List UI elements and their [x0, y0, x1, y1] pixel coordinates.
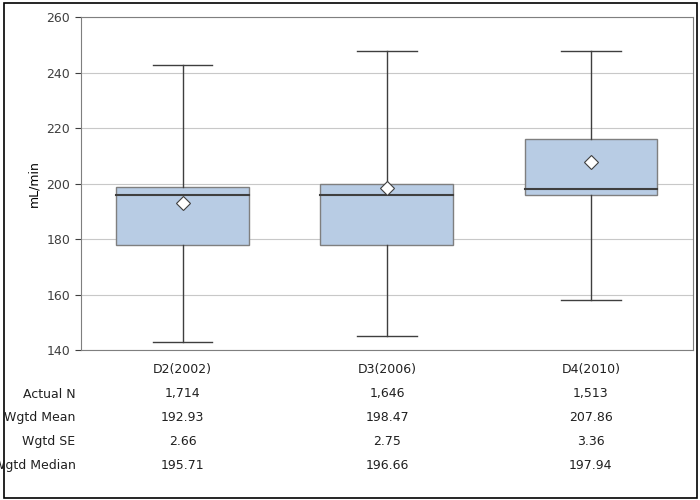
- Bar: [524, 140, 657, 195]
- Text: 3.36: 3.36: [577, 435, 605, 448]
- Text: 195.71: 195.71: [161, 459, 204, 472]
- Text: 207.86: 207.86: [569, 411, 612, 424]
- Text: 1,513: 1,513: [573, 388, 608, 400]
- Text: D3(2006): D3(2006): [358, 362, 416, 376]
- Text: Wgtd Mean: Wgtd Mean: [4, 411, 76, 424]
- Text: 1,714: 1,714: [165, 388, 200, 400]
- Text: 196.66: 196.66: [365, 459, 409, 472]
- Text: Wgtd Median: Wgtd Median: [0, 459, 76, 472]
- Text: D4(2010): D4(2010): [561, 362, 620, 376]
- Text: 1,646: 1,646: [370, 388, 405, 400]
- Text: 197.94: 197.94: [569, 459, 612, 472]
- Bar: [116, 186, 249, 244]
- Text: D2(2002): D2(2002): [153, 362, 212, 376]
- Y-axis label: mL/min: mL/min: [28, 160, 41, 207]
- Text: Actual N: Actual N: [23, 388, 76, 400]
- Text: Wgtd SE: Wgtd SE: [22, 435, 76, 448]
- Text: 2.66: 2.66: [169, 435, 197, 448]
- Bar: [321, 184, 453, 244]
- Text: 2.75: 2.75: [373, 435, 401, 448]
- Text: 198.47: 198.47: [365, 411, 409, 424]
- Text: 192.93: 192.93: [161, 411, 204, 424]
